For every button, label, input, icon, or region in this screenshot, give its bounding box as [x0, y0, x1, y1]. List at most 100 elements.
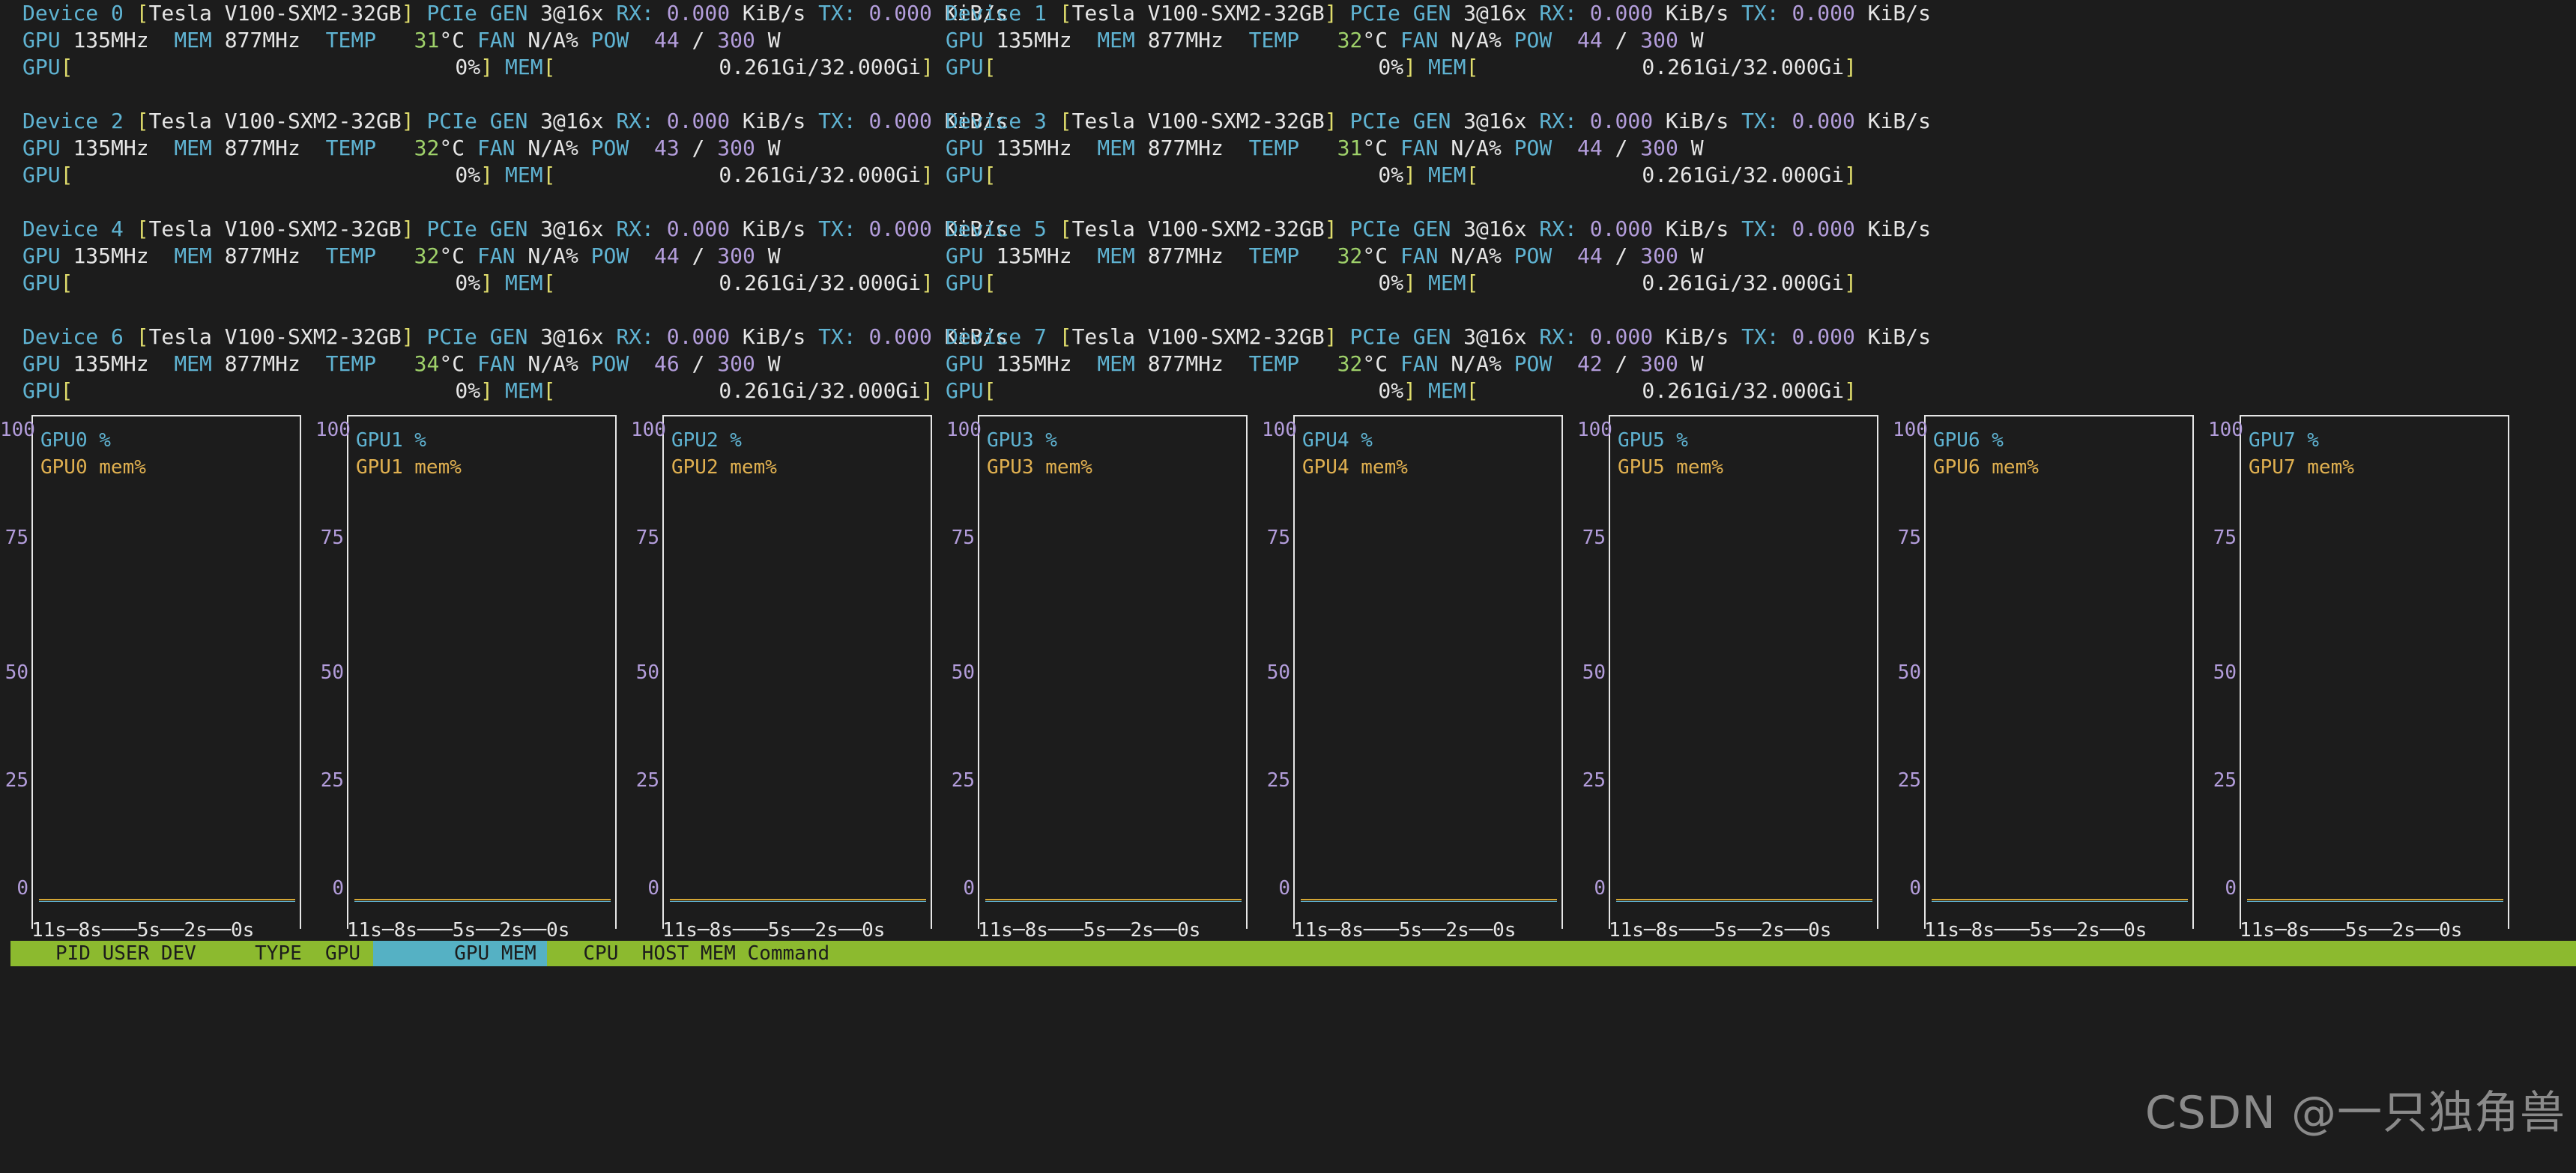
- device-clock-line: GPU 135MHz MEM 877MHz TEMP 32°C FAN N/A%…: [946, 27, 1704, 54]
- y-tick-label: 50: [951, 661, 975, 684]
- rx-label: RX:: [616, 324, 654, 349]
- temp-unit: °C: [439, 136, 465, 160]
- chart-frame: [662, 415, 932, 929]
- y-tick-label: 25: [1582, 769, 1606, 792]
- pcie-label: PCIe GEN: [426, 216, 528, 241]
- gpu-clock: 135MHz: [73, 136, 149, 160]
- mem-series-line: [354, 899, 611, 900]
- temp-label: TEMP: [325, 28, 377, 52]
- gpu-clock: 135MHz: [996, 243, 1072, 268]
- pcie-lanes: @16x: [1476, 216, 1527, 241]
- device-clock-line: GPU 135MHz MEM 877MHz TEMP 31°C FAN N/A%…: [946, 135, 1704, 162]
- mem-clock: 877MHz: [224, 243, 300, 268]
- mem-series-line: [39, 899, 295, 900]
- tx-label: TX:: [1741, 109, 1780, 133]
- mem-legend: GPU2 mem%: [671, 456, 777, 479]
- device-block: Device 2 [Tesla V100-SXM2-32GB] PCIe GEN…: [22, 108, 1008, 189]
- device-usage-line: GPU[0%] MEM[0.261Gi/32.000Gi]: [946, 270, 1857, 295]
- tx-unit: KiB/s: [1867, 1, 1931, 25]
- mem-legend: GPU4 mem%: [1302, 456, 1408, 479]
- tx-value: 0.000: [868, 216, 932, 241]
- y-tick-label: 0: [1278, 877, 1290, 900]
- util-series-line: [2247, 901, 2503, 902]
- util-legend: GPU2 %: [671, 429, 742, 452]
- pow-sep: /: [1615, 28, 1628, 52]
- device-id: Device 6: [22, 324, 124, 349]
- y-tick-label: 0: [2225, 877, 2237, 900]
- gpu-history-chart: 100 75 50 25 0 GPU5 % GPU5 mem% 11s─8s───5s──2s…: [1577, 413, 1896, 942]
- chart-frame: [1293, 415, 1563, 929]
- device-id: Device 4: [22, 216, 124, 241]
- y-tick-label: 25: [4, 769, 28, 792]
- gpu-clock-label: GPU: [946, 136, 984, 160]
- rx-unit: KiB/s: [742, 109, 806, 133]
- pow-label: POW: [1514, 28, 1552, 52]
- device-usage-line: GPU[0%] MEM[0.261Gi/32.000Gi]: [946, 378, 1857, 403]
- pcie-lanes: @16x: [553, 109, 604, 133]
- pow-max: 300: [1640, 351, 1678, 376]
- mem-usage: 0.261Gi/32.000Gi: [719, 55, 922, 79]
- fan-label: FAN: [477, 136, 515, 160]
- mem-clock-label: MEM: [174, 351, 212, 376]
- device-header-line: Device 5 [Tesla V100-SXM2-32GB] PCIe GEN…: [946, 216, 1931, 241]
- fan-label: FAN: [1400, 136, 1439, 160]
- device-block: Device 5 [Tesla V100-SXM2-32GB] PCIe GEN…: [946, 216, 1931, 297]
- y-tick-label: 75: [1897, 527, 1921, 549]
- rx-label: RX:: [1539, 1, 1577, 25]
- pow-value: 44: [653, 243, 680, 268]
- y-tick-label: 0: [1909, 877, 1921, 900]
- mem-legend: GPU0 mem%: [40, 456, 146, 479]
- tx-label: TX:: [818, 324, 856, 349]
- gpu-clock-label: GPU: [22, 351, 61, 376]
- tx-label: TX:: [1741, 1, 1780, 25]
- fan-label: FAN: [477, 28, 515, 52]
- pcie-lanes: @16x: [1476, 324, 1527, 349]
- gpu-history-chart: 100 75 50 25 0 GPU6 % GPU6 mem% 11s─8s───5s──2s…: [1893, 413, 2212, 942]
- device-usage-line: GPU[0%] MEM[0.261Gi/32.000Gi]: [22, 270, 934, 295]
- device-id: Device 1: [946, 1, 1047, 25]
- device-clock-line: GPU 135MHz MEM 877MHz TEMP 32°C FAN N/A%…: [946, 351, 1704, 378]
- rx-value: 0.000: [1589, 216, 1654, 241]
- rx-value: 0.000: [666, 324, 731, 349]
- tx-label: TX:: [818, 216, 856, 241]
- device-id: Device 7: [946, 324, 1047, 349]
- gpu-bar-label: GPU: [946, 378, 984, 403]
- pow-sep: /: [1615, 136, 1628, 160]
- gpu-clock: 135MHz: [73, 351, 149, 376]
- pcie-label: PCIe GEN: [426, 1, 528, 25]
- util-legend: GPU5 %: [1618, 429, 1688, 452]
- fan-value: N/A%: [527, 243, 578, 268]
- tx-unit: KiB/s: [944, 216, 1008, 241]
- x-axis-labels: 11s─8s───5s──2s──0s: [978, 919, 1201, 942]
- pcie-label: PCIe GEN: [426, 324, 528, 349]
- sort-column-highlight: [373, 941, 547, 966]
- temp-value: 32: [414, 136, 440, 160]
- chart-frame: [978, 415, 1248, 929]
- temp-value: 32: [1337, 243, 1363, 268]
- rx-label: RX:: [1539, 109, 1577, 133]
- gpu-bar-label: GPU: [22, 270, 61, 295]
- device-name: Tesla V100-SXM2-32GB: [1071, 324, 1325, 349]
- fan-label: FAN: [477, 351, 515, 376]
- util-series-line: [1616, 901, 1872, 902]
- temp-unit: °C: [1362, 351, 1388, 376]
- temp-unit: °C: [1362, 136, 1388, 160]
- x-axis-labels: 11s─8s───5s──2s──0s: [31, 919, 255, 942]
- pcie-gen: 3: [540, 216, 554, 241]
- x-axis-labels: 11s─8s───5s──2s──0s: [1609, 919, 1832, 942]
- pow-value: 44: [1576, 136, 1603, 160]
- gpu-history-chart: 100 75 50 25 0 GPU1 % GPU1 mem% 11s─8s───5s──2s…: [315, 413, 635, 942]
- fan-value: N/A%: [1451, 351, 1502, 376]
- process-table-header[interactable]: PID USER DEV TYPE GPU GPU MEM CPU HOST M…: [10, 941, 2576, 966]
- y-tick-label: 25: [1266, 769, 1290, 792]
- gpu-history-chart: 100 75 50 25 0 GPU2 % GPU2 mem% 11s─8s───5s──2s…: [631, 413, 950, 942]
- process-header-text: PID USER DEV TYPE GPU GPU MEM CPU HOST M…: [55, 942, 830, 965]
- gpu-history-chart: 100 75 50 25 0 GPU7 % GPU7 mem% 11s─8s───5s──2s…: [2208, 413, 2527, 942]
- fan-value: N/A%: [1451, 243, 1502, 268]
- rx-value: 0.000: [1589, 324, 1654, 349]
- mem-clock: 877MHz: [224, 136, 300, 160]
- mem-clock: 877MHz: [224, 351, 300, 376]
- y-tick-label: 50: [1266, 661, 1290, 684]
- device-usage-line: GPU[0%] MEM[0.261Gi/32.000Gi]: [22, 378, 934, 403]
- rx-value: 0.000: [1589, 1, 1654, 25]
